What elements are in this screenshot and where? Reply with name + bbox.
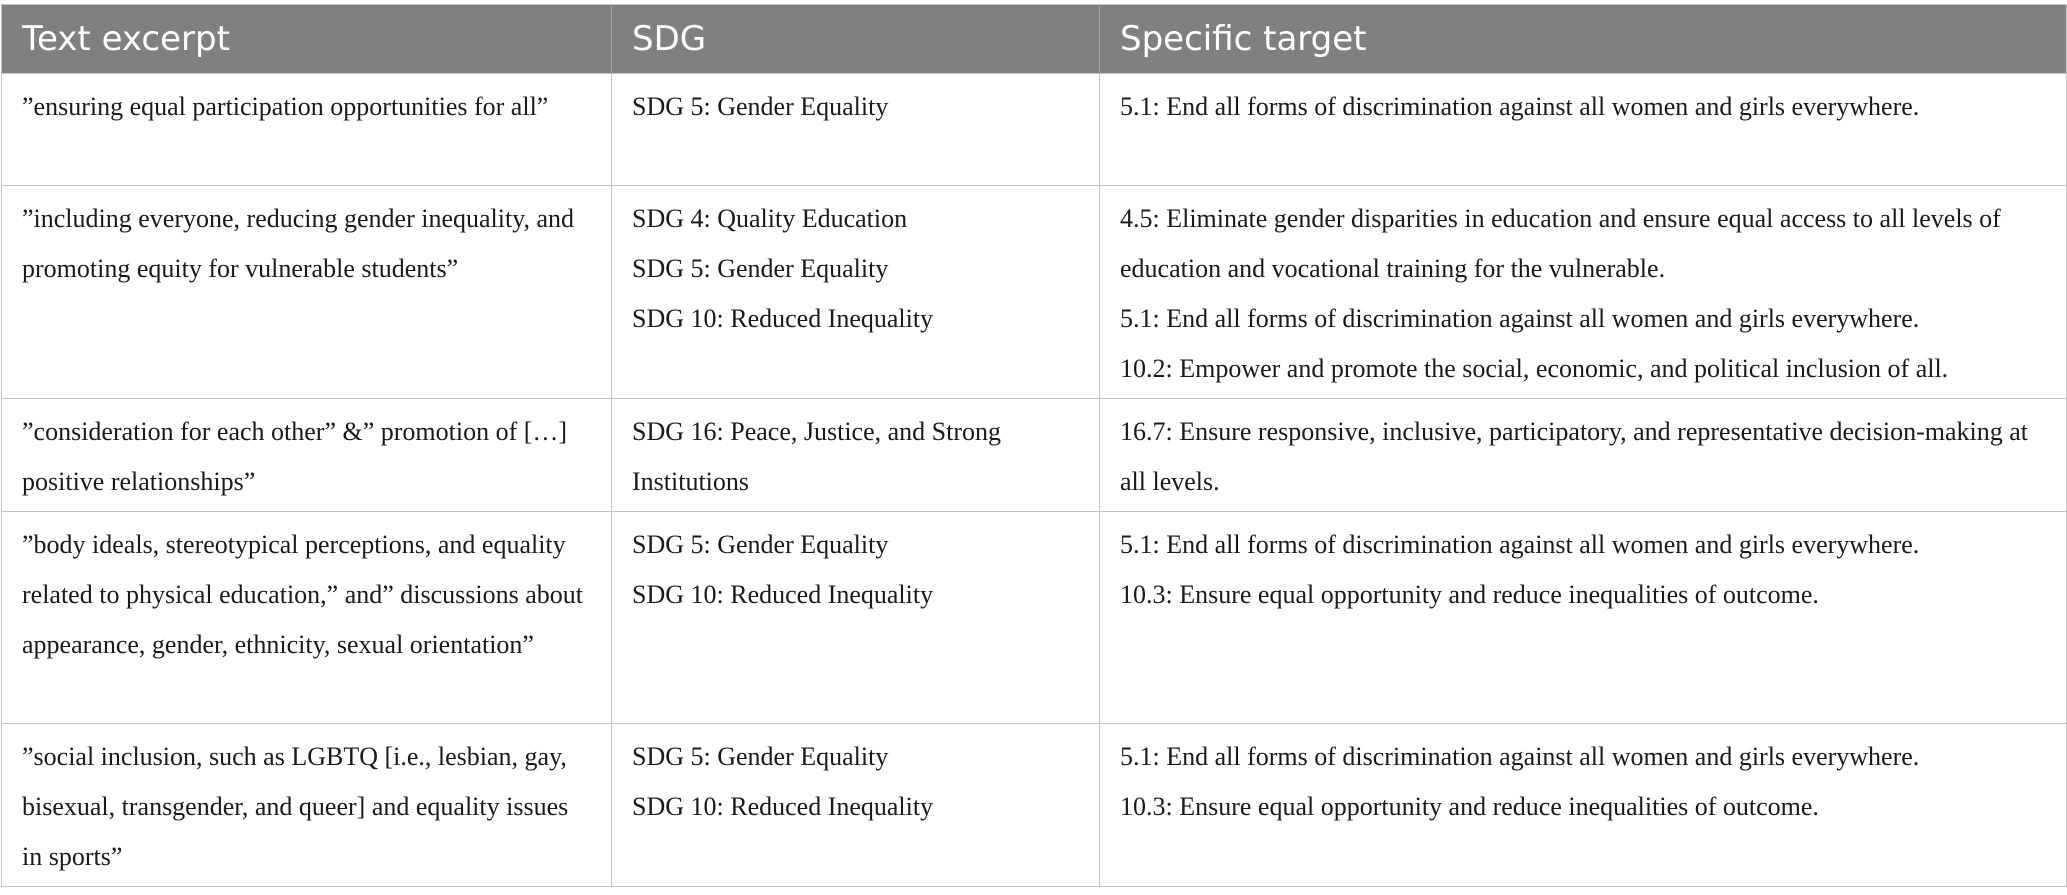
header-sdg: SDG [611,4,1100,74]
excerpt-text: ”including everyone, reducing gender ine… [22,204,575,283]
table-row: ”including everyone, reducing gender ine… [1,185,2067,399]
header-specific-target: Specific target [1099,4,2067,74]
target-item: 10.3: Ensure equal opportunity and reduc… [1120,580,1819,609]
excerpt-text: ”social inclusion, such as LGBTQ [i.e., … [22,742,569,871]
header-text-excerpt: Text excerpt [1,4,612,74]
excerpt-text: ”ensuring equal participation opportunit… [22,92,549,121]
excerpt-text: ”consideration for each other” &” promot… [22,417,568,496]
target-item: 5.1: End all forms of discrimination aga… [1120,530,1920,559]
sdg-item: SDG 16: Peace, Justice, and Strong Insti… [632,417,1002,496]
sdg-item: SDG 5: Gender Equality [632,92,889,121]
table-row: ”consideration for each other” &” promot… [1,398,2067,512]
header-row: Text excerpt SDG Specific target [1,4,2067,74]
excerpt-cell: ”including everyone, reducing gender ine… [1,185,612,399]
sdg-item: SDG 4: Quality Education [632,204,908,233]
sdg-item: SDG 10: Reduced Inequality [632,580,934,609]
sdg-item: SDG 10: Reduced Inequality [632,792,934,821]
sdg-cell: SDG 4: Quality Education SDG 5: Gender E… [611,185,1100,399]
target-item: 5.1: End all forms of discrimination aga… [1120,92,1920,121]
sdg-cell: SDG 5: Gender Equality SDG 10: Reduced I… [611,511,1100,724]
target-cell: 5.1: End all forms of discrimination aga… [1099,723,2067,887]
excerpt-cell: ”consideration for each other” &” promot… [1,398,612,512]
table-row: ”social inclusion, such as LGBTQ [i.e., … [1,723,2067,887]
excerpt-cell: ”body ideals, stereotypical perceptions,… [1,511,612,724]
table-body: ”ensuring equal participation opportunit… [1,73,2067,887]
sdg-cell: SDG 5: Gender Equality SDG 10: Reduced I… [611,723,1100,887]
target-item: 10.2: Empower and promote the social, ec… [1120,354,1949,383]
table-header: Text excerpt SDG Specific target [1,4,2067,74]
target-item: 16.7: Ensure responsive, inclusive, part… [1120,417,2029,496]
table-row: ”ensuring equal participation opportunit… [1,73,2067,186]
sdg-item: SDG 5: Gender Equality [632,254,889,283]
excerpt-cell: ”social inclusion, such as LGBTQ [i.e., … [1,723,612,887]
target-cell: 4.5: Eliminate gender disparities in edu… [1099,185,2067,399]
sdg-item: SDG 10: Reduced Inequality [632,304,934,333]
sdg-item: SDG 5: Gender Equality [632,530,889,559]
sdg-cell: SDG 16: Peace, Justice, and Strong Insti… [611,398,1100,512]
target-item: 5.1: End all forms of discrimination aga… [1120,742,1920,771]
excerpt-text: ”body ideals, stereotypical perceptions,… [22,530,584,659]
target-cell: 16.7: Ensure responsive, inclusive, part… [1099,398,2067,512]
sdg-cell: SDG 5: Gender Equality [611,73,1100,186]
target-item: 4.5: Eliminate gender disparities in edu… [1120,204,2001,283]
target-cell: 5.1: End all forms of discrimination aga… [1099,73,2067,186]
target-item: 5.1: End all forms of discrimination aga… [1120,304,1920,333]
sdg-item: SDG 5: Gender Equality [632,742,889,771]
sdg-mapping-table: Text excerpt SDG Specific target ”ensuri… [1,4,2067,887]
target-item: 10.3: Ensure equal opportunity and reduc… [1120,792,1819,821]
table-row: ”body ideals, stereotypical perceptions,… [1,511,2067,724]
excerpt-cell: ”ensuring equal participation opportunit… [1,73,612,186]
target-cell: 5.1: End all forms of discrimination aga… [1099,511,2067,724]
